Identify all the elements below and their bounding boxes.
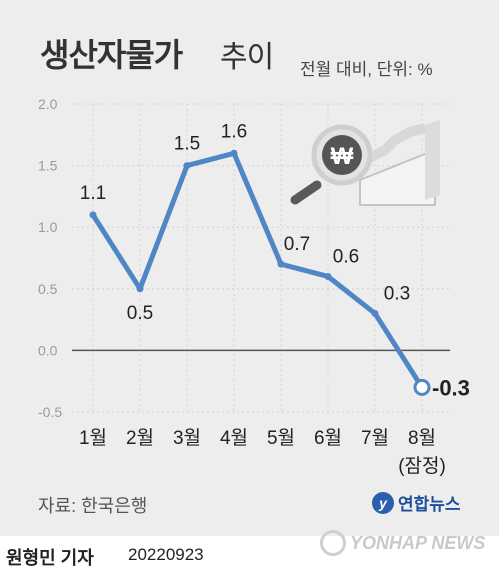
x-tick-label: 6월 bbox=[314, 427, 342, 449]
magnifier-won-chart-icon: ₩ bbox=[290, 120, 440, 206]
y-tick-label: 2.0 bbox=[38, 96, 58, 112]
x-axis-labels: 1월 2월 3월 4월 5월 6월 7월 8월 (잠정) bbox=[79, 427, 446, 477]
data-label: 1.6 bbox=[221, 121, 247, 142]
data-label: 0.7 bbox=[284, 234, 310, 255]
watermark-text: YONHAP NEWS bbox=[350, 532, 486, 553]
data-label: -0.3 bbox=[432, 375, 470, 400]
x-tick-label: 7월 bbox=[361, 427, 389, 449]
data-point bbox=[136, 285, 144, 293]
publish-date: 20220923 bbox=[128, 545, 204, 564]
agency-logo: y 연합뉴스 bbox=[372, 490, 461, 515]
line-chart: 2.0 1.5 1.0 0.5 0.0 -0.5 ₩ 1.1 0.5 1.5 1.6 0.7 0.6… bbox=[38, 96, 470, 477]
data-label: 0.6 bbox=[333, 246, 359, 267]
data-labels: 1.1 0.5 1.5 1.6 0.7 0.6 0.3 -0.3 bbox=[80, 121, 470, 400]
y-tick-label: -0.5 bbox=[38, 404, 62, 420]
y-tick-label: 1.5 bbox=[38, 158, 58, 174]
agency-name: 연합뉴스 bbox=[398, 495, 461, 514]
data-point bbox=[324, 272, 332, 280]
y-axis-ticks: 2.0 1.5 1.0 0.5 0.0 -0.5 bbox=[38, 96, 450, 420]
data-point bbox=[371, 309, 379, 317]
data-point bbox=[277, 260, 285, 268]
x-tick-label: 8월 bbox=[408, 427, 436, 449]
source-note: 자료: 한국은행 bbox=[38, 496, 148, 516]
data-label: 0.5 bbox=[127, 303, 153, 324]
chart-title-suffix: 추이 bbox=[220, 41, 274, 74]
data-point bbox=[230, 149, 238, 157]
data-point bbox=[89, 211, 97, 219]
x-grid-lines bbox=[92, 104, 423, 412]
chart-title: 생산자물가 bbox=[40, 37, 183, 73]
x-tick-label: 1월 bbox=[79, 427, 107, 449]
data-label: 0.3 bbox=[384, 283, 410, 304]
x-tick-label: 2월 bbox=[126, 427, 154, 449]
x-tick-label: 5월 bbox=[267, 427, 295, 449]
unit-note: 전월 대비, 단위: % bbox=[300, 60, 433, 79]
data-point-latest bbox=[413, 378, 431, 396]
agency-logo-mark: y bbox=[372, 491, 394, 514]
series-line bbox=[90, 150, 425, 390]
svg-text:₩: ₩ bbox=[331, 143, 354, 170]
x-tick-note: (잠정) bbox=[398, 455, 446, 477]
y-tick-label: 1.0 bbox=[38, 219, 58, 235]
watermark-logo-icon bbox=[320, 530, 346, 556]
x-tick-label: 3월 bbox=[173, 427, 201, 449]
data-points bbox=[89, 149, 431, 396]
x-tick-label: 4월 bbox=[220, 427, 248, 449]
data-point bbox=[183, 162, 191, 170]
y-tick-label: 0.5 bbox=[38, 281, 58, 297]
y-tick-label: 0.0 bbox=[38, 342, 58, 358]
data-label: 1.5 bbox=[174, 134, 200, 155]
watermark: YONHAP NEWS bbox=[320, 530, 485, 556]
infographic-card bbox=[0, 0, 499, 536]
data-label: 1.1 bbox=[80, 183, 106, 204]
reporter-name: 원형민 기자 bbox=[6, 548, 94, 568]
